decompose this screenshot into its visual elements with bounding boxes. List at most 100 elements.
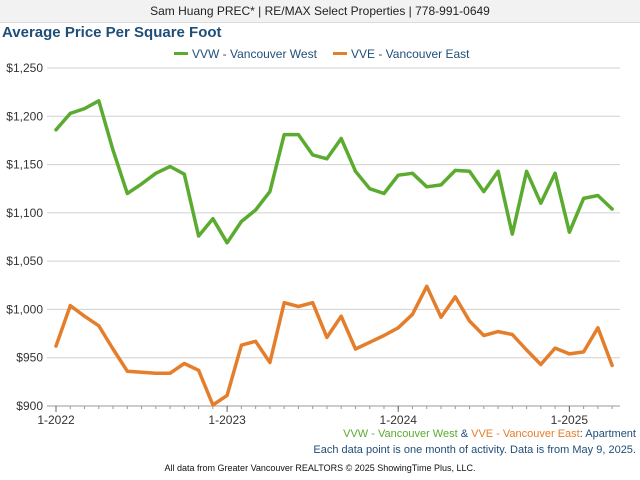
data-point	[296, 133, 300, 137]
data-point	[525, 348, 529, 352]
header-text: Sam Huang PREC* | RE/MAX Select Properti…	[150, 4, 490, 18]
data-point	[468, 169, 472, 173]
caption-series: VVW - Vancouver West & VVE - Vancouver E…	[343, 428, 636, 440]
data-point	[468, 319, 472, 323]
data-point	[553, 171, 557, 175]
data-point	[596, 326, 600, 330]
legend-label-vve: VVE - Vancouver East	[351, 47, 470, 61]
chart-title: Average Price Per Square Foot	[2, 24, 222, 41]
data-point	[168, 371, 172, 375]
legend-swatch-vve	[333, 52, 347, 56]
data-point	[339, 314, 343, 318]
data-point	[311, 153, 315, 157]
legend: VVW - Vancouver West VVE - Vancouver Eas…	[0, 47, 640, 61]
legend-label-vvw: VVW - Vancouver West	[192, 47, 317, 61]
data-point	[68, 111, 72, 115]
data-point	[311, 301, 315, 305]
data-point	[54, 128, 58, 132]
data-point	[182, 172, 186, 176]
data-point	[439, 183, 443, 187]
data-point	[382, 192, 386, 196]
data-point	[325, 157, 329, 161]
caption-amp: &	[457, 428, 472, 440]
data-point	[125, 369, 129, 373]
data-point	[182, 362, 186, 366]
data-point	[254, 208, 258, 212]
data-point	[140, 182, 144, 186]
data-point	[353, 347, 357, 351]
header-bar: Sam Huang PREC* | RE/MAX Select Properti…	[0, 0, 640, 23]
y-tick-label: $950	[16, 351, 43, 365]
data-point	[368, 187, 372, 191]
data-point	[211, 403, 215, 407]
data-point	[553, 346, 557, 350]
caption-vvw: VVW - Vancouver West	[343, 428, 458, 440]
data-point	[282, 301, 286, 305]
data-point	[197, 368, 201, 372]
data-point	[425, 185, 429, 189]
data-point	[353, 169, 357, 173]
data-point	[411, 312, 414, 316]
legend-item-vve[interactable]: VVE - Vancouver East	[333, 47, 470, 61]
data-point	[382, 334, 386, 338]
y-tick-label: $1,000	[6, 302, 43, 316]
y-tick-label: $1,050	[6, 254, 43, 268]
data-point	[68, 304, 72, 308]
data-point	[368, 340, 372, 344]
x-tick-label: 1-2023	[208, 413, 246, 425]
data-point	[496, 330, 500, 334]
data-point	[239, 343, 243, 347]
legend-item-vvw[interactable]: VVW - Vancouver West	[174, 47, 317, 61]
data-point	[97, 324, 101, 328]
caption-suffix: : Apartment	[579, 428, 636, 440]
data-point	[567, 352, 571, 356]
data-point	[268, 361, 272, 365]
line-chart: $900 $950 $1,000 $1,050 $1,100 $1,150 $1,200 $1…	[6, 61, 620, 425]
series-line-0	[54, 99, 614, 245]
data-point	[610, 207, 614, 211]
data-point	[125, 192, 129, 196]
data-point	[396, 326, 400, 330]
data-point	[268, 190, 272, 194]
data-point	[610, 363, 614, 367]
data-point	[525, 169, 529, 173]
data-point	[596, 193, 600, 197]
data-point	[225, 393, 229, 397]
x-tick-label: 1-2022	[37, 413, 75, 425]
series-line-1	[54, 284, 614, 407]
y-tick-label: $900	[16, 399, 43, 413]
data-point	[567, 230, 571, 234]
y-tick-label: $1,150	[6, 158, 43, 172]
data-point	[197, 234, 201, 238]
data-point	[482, 190, 486, 194]
y-tick-label: $1,200	[6, 109, 43, 123]
caption-note: Each data point is one month of activity…	[313, 444, 636, 456]
data-point	[211, 217, 215, 221]
x-tick-label: 1-2024	[380, 413, 418, 425]
data-point	[582, 350, 586, 354]
data-point	[539, 362, 543, 366]
data-point	[453, 295, 457, 299]
data-point	[254, 339, 258, 343]
data-point	[154, 371, 158, 375]
data-point	[411, 171, 414, 175]
data-point	[83, 107, 87, 111]
data-point	[111, 148, 115, 152]
data-point	[54, 344, 58, 348]
data-point	[111, 347, 115, 351]
data-point	[582, 196, 586, 200]
data-point	[140, 370, 144, 374]
data-point	[539, 201, 543, 205]
data-point	[168, 165, 172, 169]
data-point	[97, 99, 101, 103]
footer-text: All data from Greater Vancouver REALTORS…	[164, 463, 476, 473]
data-point	[510, 232, 514, 236]
data-point	[282, 133, 286, 137]
y-tick-label: $1,250	[6, 61, 43, 75]
data-point	[296, 305, 300, 309]
data-point	[154, 171, 158, 175]
data-point	[510, 333, 514, 337]
data-point	[325, 335, 329, 339]
data-point	[453, 168, 457, 172]
data-point	[396, 173, 400, 177]
